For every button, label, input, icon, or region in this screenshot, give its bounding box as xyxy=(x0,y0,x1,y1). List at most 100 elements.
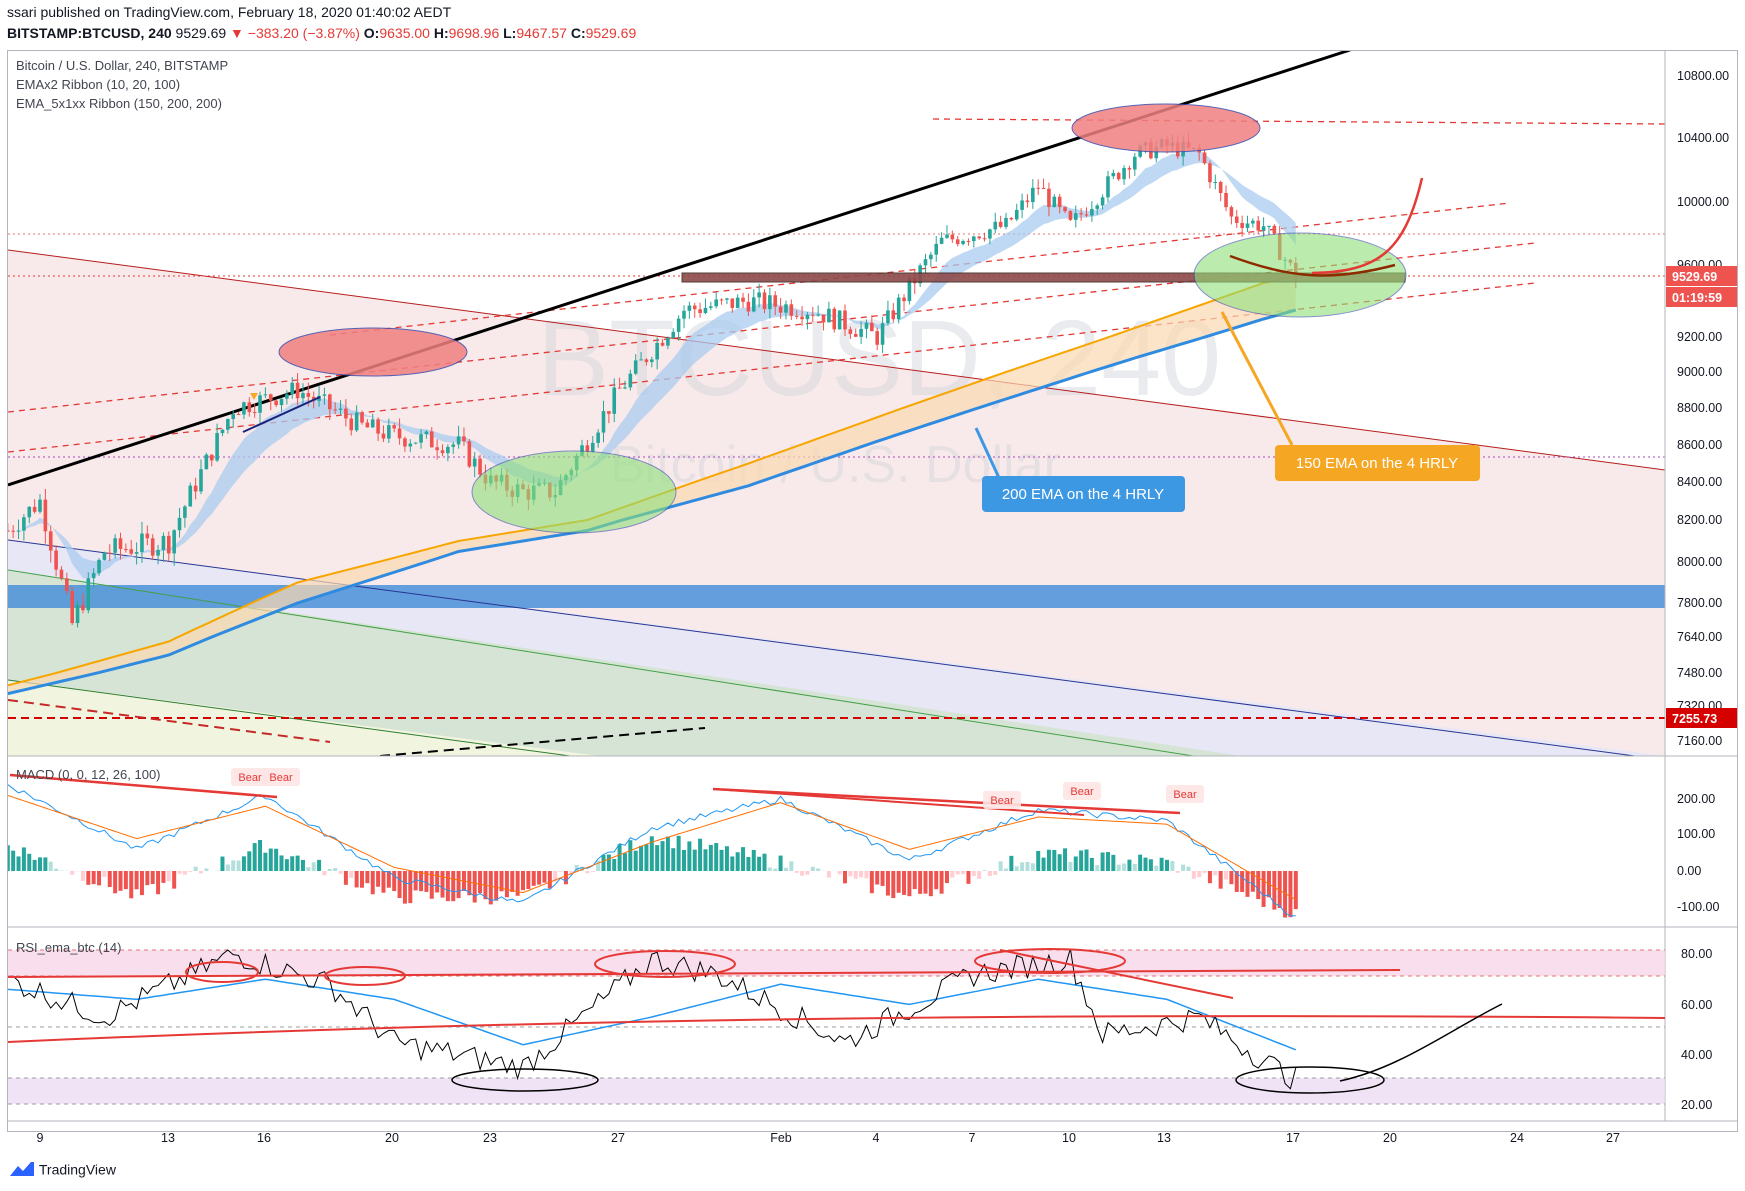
macd-hist-bar xyxy=(521,871,525,891)
macd-hist-bar xyxy=(123,871,128,890)
candle-body xyxy=(462,436,466,442)
macd-hist-bar xyxy=(343,871,348,885)
macd-hist-bar xyxy=(1052,849,1057,871)
candle-body xyxy=(746,301,751,312)
time-tick-label: Feb xyxy=(770,1131,792,1145)
macd-hist-bar xyxy=(1025,861,1030,871)
macd-hist-bar xyxy=(1122,863,1127,871)
macd-hist-bar xyxy=(1154,865,1159,871)
macd-hist-bar xyxy=(633,850,638,871)
macd-hist-bar xyxy=(1111,854,1116,871)
macd-hist-bar xyxy=(800,871,805,876)
macd-hist-bar xyxy=(1030,863,1035,871)
macd-hist-bar xyxy=(977,871,982,879)
macd-hist-bar xyxy=(327,869,332,871)
macd-hist-bar xyxy=(1057,854,1062,871)
candle-body xyxy=(354,412,359,431)
candle-body xyxy=(54,550,58,570)
candle-body xyxy=(784,304,788,313)
candle-body xyxy=(252,412,257,414)
yellow-marker-icon xyxy=(250,393,258,400)
macd-hist-bar xyxy=(998,861,1003,871)
candle-body xyxy=(107,552,112,554)
macd-hist-bar xyxy=(982,870,987,871)
candle-body xyxy=(816,314,820,316)
time-tick-label: 16 xyxy=(257,1131,271,1145)
rsi-overbought-band xyxy=(8,950,1665,976)
candle-body xyxy=(794,315,799,317)
candle-body xyxy=(1240,222,1244,228)
macd-hist-bar xyxy=(284,859,289,871)
candle-body xyxy=(456,436,461,445)
macd-hist-bar xyxy=(199,871,203,874)
time-tick-label: 27 xyxy=(611,1131,625,1145)
candle-body xyxy=(188,485,193,507)
bear-label-5: Bear xyxy=(1173,789,1197,801)
time-tick-label: 27 xyxy=(1606,1131,1620,1145)
macd-hist-bar xyxy=(1100,852,1105,871)
ema-ribbon-slow-fill xyxy=(8,275,1296,694)
candle-body xyxy=(220,429,225,434)
macd-hist-bar xyxy=(628,840,633,871)
rsi-oversold-band xyxy=(8,1078,1665,1104)
indicator-ema5x1xx-label[interactable]: EMA_5x1xx Ribbon (150, 200, 200) xyxy=(16,96,222,111)
macd-hist-bar xyxy=(1191,871,1196,879)
candle-body xyxy=(907,277,912,302)
tradingview-logo[interactable]: TradingView xyxy=(9,1160,116,1178)
macd-hist-bar xyxy=(413,871,418,891)
macd-hist-bar xyxy=(32,859,37,871)
rsi-redline-div xyxy=(999,949,1234,999)
macd-hist-bar xyxy=(612,858,617,871)
candle-body xyxy=(773,295,778,307)
macd-hist-bar xyxy=(193,866,198,871)
candle-body xyxy=(1036,187,1040,189)
indicator-emax2-label[interactable]: EMAx2 Ribbon (10, 20, 100) xyxy=(16,77,181,92)
candle-body xyxy=(268,394,273,401)
macd-hist-bar xyxy=(1159,857,1164,871)
candle-body xyxy=(290,382,295,395)
macd-hist-bar xyxy=(1148,859,1153,871)
macd-hist-bar xyxy=(1170,860,1175,871)
rsi-title[interactable]: RSI_ema_btc (14) xyxy=(16,940,122,955)
time-axis: 9 13 16 20 23 27 Feb 4 7 10 13 17 20 24 27 xyxy=(37,1131,1620,1145)
candle-body xyxy=(1127,167,1132,170)
macd-hist-bar xyxy=(27,853,32,871)
macd-title[interactable]: MACD (0, 0, 12, 26, 100) xyxy=(16,767,161,782)
macd-hist-bar xyxy=(853,871,858,879)
macd-hist-bar xyxy=(349,871,354,878)
candle-body xyxy=(11,530,15,532)
macd-hist-bar xyxy=(247,851,252,871)
rsi-black-ellipse-2 xyxy=(1235,1066,1385,1094)
candle-body xyxy=(193,485,198,492)
candle-body xyxy=(424,431,429,435)
macd-hist-bar xyxy=(1224,871,1229,880)
candle-body xyxy=(811,314,815,316)
macd-hist-bar xyxy=(585,871,590,874)
candle-body xyxy=(226,419,230,430)
macd-hist-bar xyxy=(708,844,713,871)
macd-signal-line xyxy=(8,794,1297,901)
candle-body xyxy=(16,530,21,532)
macd-hist-bar xyxy=(172,871,177,889)
macd-hist-bar xyxy=(306,867,311,871)
candle-body xyxy=(435,447,439,451)
macd-hist-bar xyxy=(177,871,182,874)
candle-body xyxy=(666,337,670,346)
resistance-10480 xyxy=(932,118,1665,125)
candle-body xyxy=(929,254,933,260)
candle-body xyxy=(864,322,869,329)
candle-body xyxy=(472,458,477,467)
time-tick-label: 4 xyxy=(873,1131,880,1145)
macd-hist-bar xyxy=(735,852,740,871)
callout-200-text: 200 EMA on the 4 HRLY xyxy=(1002,486,1164,503)
candle-body xyxy=(800,316,804,320)
candle-body xyxy=(177,517,182,531)
candle-body xyxy=(880,323,885,345)
candle-body xyxy=(75,604,80,624)
macd-hist-bar xyxy=(510,871,515,892)
candle-body xyxy=(360,412,364,423)
candle-body xyxy=(1154,147,1159,159)
candle-body xyxy=(242,402,246,415)
candle-body xyxy=(91,573,96,579)
